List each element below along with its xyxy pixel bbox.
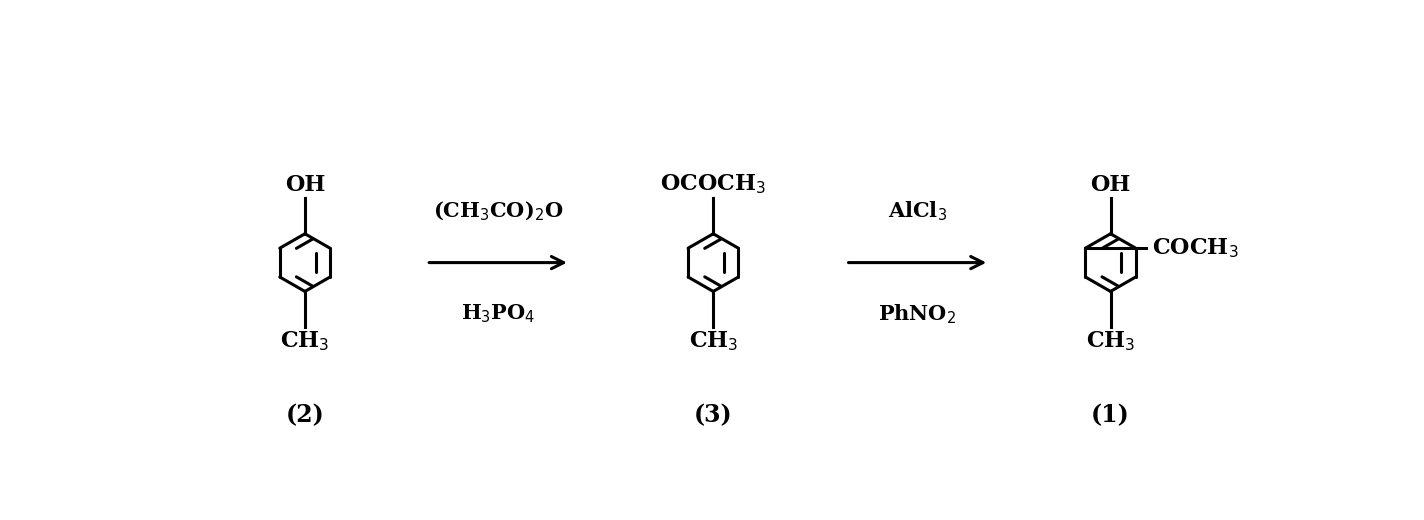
Text: (1): (1) <box>1091 403 1129 427</box>
Text: COCH$_3$: COCH$_3$ <box>1152 237 1237 260</box>
Text: CH$_3$: CH$_3$ <box>1087 330 1135 353</box>
Text: (CH$_3$CO)$_2$O: (CH$_3$CO)$_2$O <box>433 199 564 223</box>
Text: AlCl$_3$: AlCl$_3$ <box>889 199 947 223</box>
Text: OCOCH$_3$: OCOCH$_3$ <box>661 172 766 196</box>
Text: CH$_3$: CH$_3$ <box>689 330 738 353</box>
Text: PhNO$_2$: PhNO$_2$ <box>879 303 957 326</box>
Text: (3): (3) <box>693 403 732 427</box>
Text: OH: OH <box>285 174 325 196</box>
Text: OH: OH <box>1091 174 1131 196</box>
Text: H$_3$PO$_4$: H$_3$PO$_4$ <box>461 303 535 325</box>
Text: (2): (2) <box>286 403 325 427</box>
Text: CH$_3$: CH$_3$ <box>281 330 329 353</box>
